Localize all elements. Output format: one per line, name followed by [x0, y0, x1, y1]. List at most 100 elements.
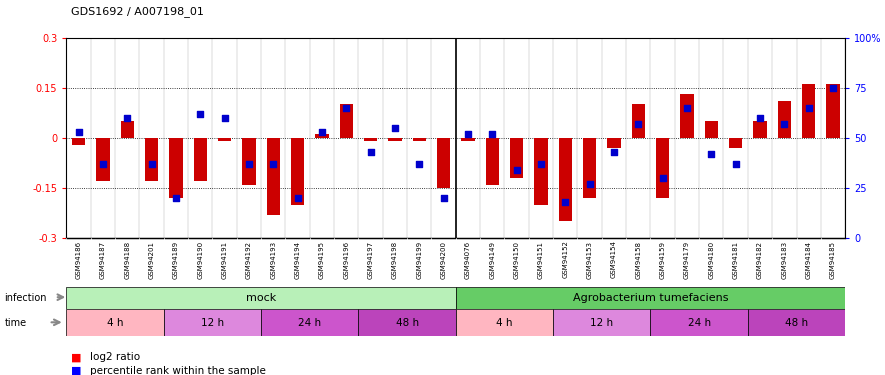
Bar [802, 84, 815, 138]
Bar [650, 309, 748, 336]
Text: GSM94187: GSM94187 [100, 241, 106, 279]
Bar [632, 104, 645, 138]
Text: ■: ■ [71, 366, 81, 375]
Text: GSM94194: GSM94194 [295, 241, 301, 279]
Bar [553, 309, 650, 336]
Bar [145, 138, 158, 181]
Bar [486, 138, 499, 184]
Text: GSM94192: GSM94192 [246, 241, 252, 279]
Bar [535, 138, 548, 205]
Bar [412, 138, 426, 141]
Text: 48 h: 48 h [785, 318, 808, 327]
Bar [456, 309, 553, 336]
Text: GSM94184: GSM94184 [805, 241, 812, 279]
Point [534, 161, 548, 167]
Text: GSM94149: GSM94149 [489, 241, 496, 279]
Text: log2 ratio: log2 ratio [90, 352, 141, 363]
Point [120, 115, 135, 121]
Point [388, 125, 402, 131]
Text: GSM94159: GSM94159 [659, 241, 666, 279]
Point [704, 151, 719, 157]
Point [802, 105, 816, 111]
Bar [656, 138, 669, 198]
Bar [583, 138, 596, 198]
Bar [753, 121, 766, 138]
Point [436, 195, 450, 201]
Point [826, 85, 840, 91]
Bar [291, 138, 304, 205]
Text: GSM94189: GSM94189 [173, 241, 179, 279]
Text: infection: infection [4, 293, 47, 303]
Bar [72, 138, 85, 144]
Bar [218, 138, 231, 141]
Bar [169, 138, 182, 198]
Point [461, 131, 475, 137]
Text: GSM94180: GSM94180 [708, 241, 714, 279]
Point [96, 161, 110, 167]
Point [144, 161, 158, 167]
Point [777, 121, 791, 127]
Point [607, 149, 621, 155]
Bar [778, 101, 791, 138]
Bar [340, 104, 353, 138]
Bar [120, 121, 134, 138]
Point [485, 131, 499, 137]
Text: 4 h: 4 h [496, 318, 512, 327]
Text: percentile rank within the sample: percentile rank within the sample [90, 366, 266, 375]
Point [169, 195, 183, 201]
Text: GSM94153: GSM94153 [587, 241, 593, 279]
Text: GSM94200: GSM94200 [441, 241, 447, 279]
Text: 24 h: 24 h [298, 318, 321, 327]
Point [680, 105, 694, 111]
Text: GSM94150: GSM94150 [513, 241, 519, 279]
Text: GSM94195: GSM94195 [319, 241, 325, 279]
Point [290, 195, 304, 201]
Bar [607, 138, 620, 148]
Bar [66, 309, 164, 336]
Text: 24 h: 24 h [688, 318, 711, 327]
Bar [389, 138, 402, 141]
Text: GSM94188: GSM94188 [124, 241, 130, 279]
Bar [266, 138, 280, 215]
Bar [681, 94, 694, 138]
Bar [96, 138, 110, 181]
Point [656, 175, 670, 181]
Bar [704, 121, 718, 138]
Text: GSM94197: GSM94197 [367, 241, 373, 279]
Point [753, 115, 767, 121]
Bar [510, 138, 523, 178]
Bar [194, 138, 207, 181]
Point [242, 161, 256, 167]
Text: 4 h: 4 h [107, 318, 123, 327]
Bar [261, 309, 358, 336]
Bar [748, 309, 845, 336]
Text: 12 h: 12 h [201, 318, 224, 327]
Text: mock: mock [246, 293, 276, 303]
Text: Agrobacterium tumefaciens: Agrobacterium tumefaciens [573, 293, 728, 303]
Point [193, 111, 207, 117]
Bar [358, 309, 456, 336]
Point [631, 121, 645, 127]
Text: GSM94190: GSM94190 [197, 241, 204, 279]
Bar [315, 135, 328, 138]
Point [266, 161, 281, 167]
Text: 48 h: 48 h [396, 318, 419, 327]
Text: GSM94154: GSM94154 [611, 241, 617, 278]
Text: GSM94181: GSM94181 [733, 241, 739, 279]
Point [510, 167, 524, 173]
Text: ■: ■ [71, 352, 81, 363]
Text: time: time [4, 318, 27, 327]
Bar [437, 138, 450, 188]
Text: GSM94198: GSM94198 [392, 241, 398, 279]
Point [339, 105, 353, 111]
Text: GSM94201: GSM94201 [149, 241, 155, 279]
Text: GSM94185: GSM94185 [830, 241, 836, 279]
Point [558, 199, 573, 205]
Point [72, 129, 86, 135]
Text: GSM94152: GSM94152 [562, 241, 568, 278]
Text: GSM94158: GSM94158 [635, 241, 642, 279]
Bar [164, 309, 261, 336]
Text: GSM94183: GSM94183 [781, 241, 788, 279]
Bar [461, 138, 474, 141]
Bar [729, 138, 743, 148]
